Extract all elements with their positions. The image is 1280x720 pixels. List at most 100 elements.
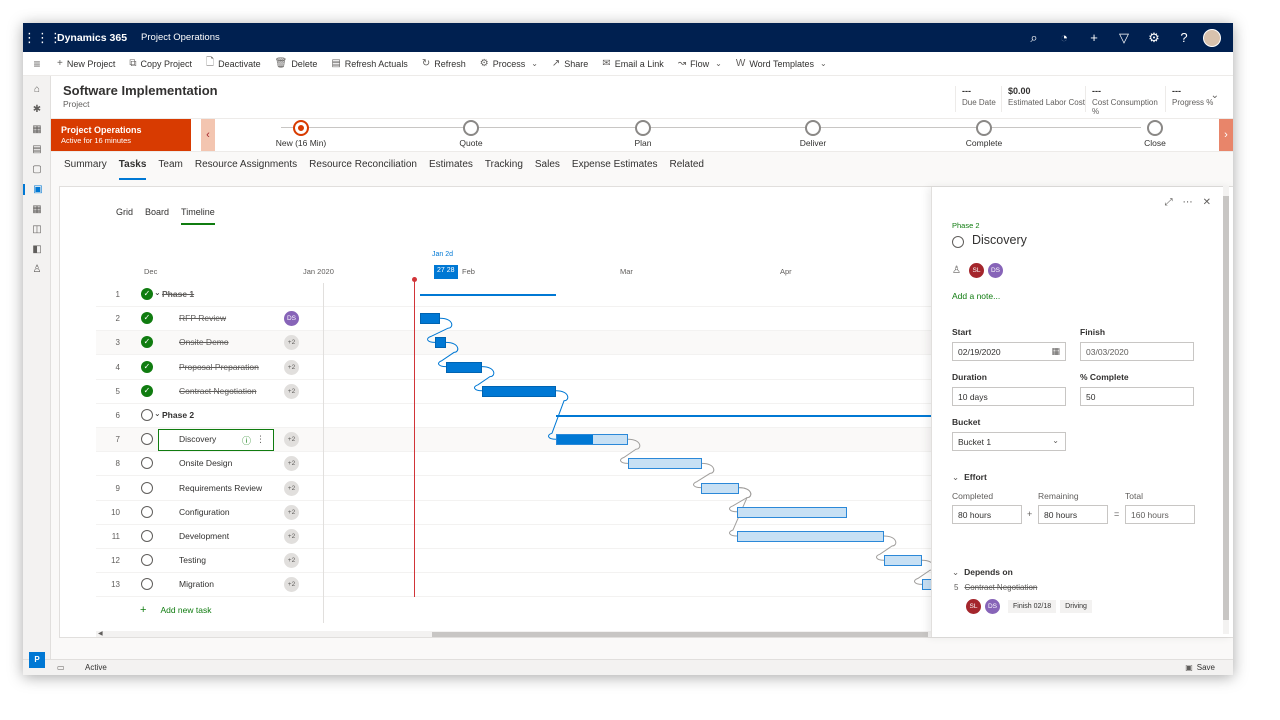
- task-complete-checkbox[interactable]: ✓: [141, 288, 153, 300]
- gantt-task-bar[interactable]: [884, 555, 922, 567]
- task-complete-checkbox[interactable]: [141, 457, 153, 470]
- assigned-resources[interactable]: +2: [284, 432, 299, 448]
- view-grid[interactable]: Grid: [116, 207, 134, 217]
- expand-header-chevron-icon[interactable]: ⌄: [1210, 90, 1219, 101]
- tab-related[interactable]: Related: [669, 159, 704, 170]
- assigned-resources[interactable]: +2: [284, 577, 299, 593]
- page-scrollbar[interactable]: [1223, 186, 1229, 634]
- refresh-button[interactable]: ↻ Refresh: [422, 58, 466, 69]
- complete-task-checkbox[interactable]: [952, 236, 964, 248]
- bpf-stage[interactable]: Deliver: [753, 120, 873, 148]
- user-avatar[interactable]: [1203, 28, 1221, 47]
- deactivate-button[interactable]: 🗋 Deactivate: [206, 55, 261, 72]
- task-complete-checkbox[interactable]: ✓: [141, 360, 153, 373]
- gantt-task-bar[interactable]: [446, 361, 482, 373]
- task-row[interactable]: 7 ⓘ ⋮ Discovery +2: [96, 428, 934, 453]
- task-row[interactable]: 5 ✓ Contract Negotiation +2: [96, 380, 934, 404]
- delete-button[interactable]: 🗑 Delete: [275, 58, 318, 69]
- tab-estimates[interactable]: Estimates: [429, 159, 473, 170]
- bpf-process-flyout[interactable]: Project Operations Active for 16 minutes: [51, 119, 191, 151]
- horizontal-scrollbar[interactable]: ◀: [96, 631, 934, 637]
- task-name[interactable]: Configuration: [179, 506, 230, 517]
- start-date-field[interactable]: 02/19/2020 ▦: [952, 342, 1066, 361]
- task-name[interactable]: Phase 2: [162, 410, 195, 420]
- scroll-left-icon[interactable]: ◀: [98, 631, 103, 637]
- home-icon[interactable]: ⌂: [33, 84, 41, 95]
- help-icon[interactable]: ?: [1180, 30, 1188, 45]
- bpf-stage[interactable]: Complete: [924, 120, 1044, 148]
- assistant-icon[interactable]: ◔: [1060, 30, 1068, 45]
- completed-hours-field[interactable]: 80 hours: [952, 505, 1022, 524]
- view-timeline[interactable]: Timeline: [181, 207, 215, 225]
- pinned-icon[interactable]: ✱: [32, 104, 42, 115]
- schedule-icon[interactable]: ▦: [32, 204, 42, 215]
- task-complete-checkbox[interactable]: [141, 505, 153, 518]
- remaining-hours-field[interactable]: 80 hours: [1038, 505, 1108, 524]
- gantt-task-bar[interactable]: [482, 385, 556, 397]
- app-launcher-icon[interactable]: ⋮⋮⋮: [23, 29, 62, 45]
- total-hours-field[interactable]: 160 hours: [1125, 505, 1195, 524]
- task-name[interactable]: Phase 1: [162, 289, 195, 299]
- bpf-stage[interactable]: New (16 Min): [241, 120, 361, 148]
- document-icon[interactable]: ▢: [32, 164, 42, 175]
- calendar-icon[interactable]: ▦: [1051, 346, 1060, 356]
- task-row[interactable]: 13 Migration +2: [96, 573, 934, 598]
- collapse-chevron-icon[interactable]: ⌄: [154, 409, 161, 418]
- gantt-task-bar[interactable]: [628, 458, 702, 470]
- gantt-task-bar[interactable]: [922, 579, 934, 591]
- tab-summary[interactable]: Summary: [64, 159, 107, 170]
- task-name[interactable]: Proposal Preparation: [179, 361, 259, 372]
- task-name[interactable]: Migration: [179, 579, 214, 590]
- task-row[interactable]: 4 ✓ Proposal Preparation +2: [96, 356, 934, 380]
- task-name[interactable]: Testing: [179, 555, 206, 566]
- task-complete-checkbox[interactable]: [141, 481, 153, 494]
- gantt-task-bar[interactable]: [737, 531, 884, 542]
- task-row[interactable]: 3 ✓ Onsite Demo +2: [96, 331, 934, 356]
- scrollbar-thumb[interactable]: [432, 632, 928, 637]
- bpf-stage[interactable]: Plan: [583, 120, 703, 148]
- task-complete-checkbox[interactable]: ✓: [141, 336, 153, 349]
- task-row[interactable]: 12 Testing +2: [96, 549, 934, 574]
- settings-icon[interactable]: ⚙: [1148, 29, 1160, 45]
- expense-icon[interactable]: ◧: [32, 244, 42, 255]
- hamburger-menu-icon[interactable]: ≡: [33, 56, 41, 71]
- assignees[interactable]: ♙ SL DS: [952, 263, 1007, 278]
- word-templates-button[interactable]: W Word Templates ⌄: [736, 58, 827, 69]
- assigned-resources[interactable]: +2: [284, 529, 299, 544]
- bpf-previous-icon[interactable]: ‹: [201, 119, 215, 151]
- flow-button[interactable]: ↝ Flow ⌄: [678, 58, 722, 69]
- time-entry-icon[interactable]: ◫: [32, 224, 42, 235]
- assigned-resources[interactable]: +2: [284, 359, 299, 375]
- resources-icon[interactable]: ♙: [32, 264, 42, 275]
- assigned-resources[interactable]: DS: [284, 311, 299, 327]
- finish-date-field[interactable]: 03/03/2020: [1080, 342, 1194, 361]
- gantt-task-bar[interactable]: [701, 482, 739, 494]
- new-project-button[interactable]: + New Project: [57, 58, 115, 69]
- task-name[interactable]: Contract Negotiation: [179, 385, 257, 396]
- info-icon[interactable]: ⓘ: [241, 436, 251, 447]
- assigned-resources[interactable]: +2: [284, 456, 299, 472]
- task-name[interactable]: Onsite Design: [179, 458, 233, 469]
- gantt-task-bar[interactable]: [420, 313, 440, 325]
- task-row[interactable]: 8 Onsite Design +2: [96, 452, 934, 477]
- save-button[interactable]: ▣ Save: [1185, 663, 1215, 672]
- task-name[interactable]: Requirements Review: [179, 482, 263, 493]
- view-board[interactable]: Board: [145, 207, 170, 217]
- task-complete-checkbox[interactable]: [141, 433, 153, 446]
- tab-team[interactable]: Team: [158, 159, 183, 170]
- gantt-task-bar[interactable]: [435, 337, 446, 349]
- task-complete-checkbox[interactable]: [141, 530, 153, 542]
- task-complete-checkbox[interactable]: [141, 578, 153, 591]
- task-name[interactable]: Discovery: [179, 434, 217, 445]
- assigned-resources[interactable]: +2: [284, 553, 299, 569]
- tab-tracking[interactable]: Tracking: [484, 159, 523, 170]
- search-icon[interactable]: ⌕: [1030, 29, 1038, 45]
- task-complete-checkbox[interactable]: [141, 554, 153, 567]
- effort-section-toggle[interactable]: ⌄ Effort: [952, 472, 987, 482]
- task-title[interactable]: Discovery: [972, 233, 1027, 247]
- phase-summary-bar[interactable]: [556, 415, 934, 417]
- calendar-icon[interactable]: ▦: [32, 124, 42, 135]
- tab-expense-estimates[interactable]: Expense Estimates: [571, 159, 658, 170]
- task-complete-checkbox[interactable]: [141, 409, 153, 421]
- duration-field[interactable]: 10 days: [952, 387, 1066, 406]
